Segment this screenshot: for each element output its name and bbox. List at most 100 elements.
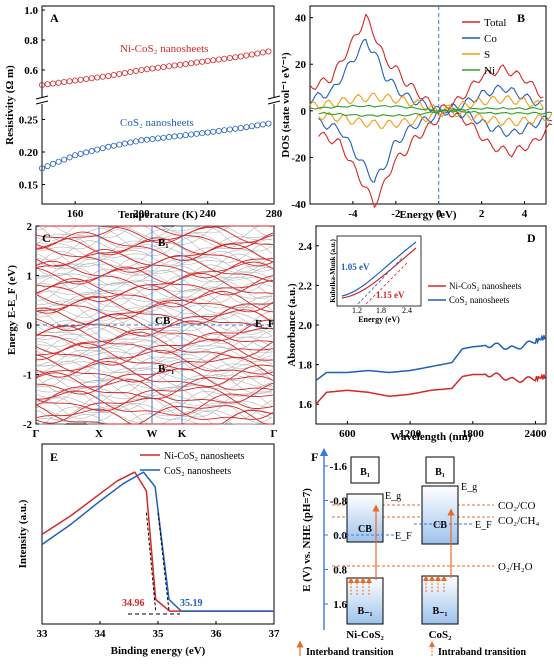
- band-line-grey: [35, 286, 273, 312]
- data-point: [55, 158, 62, 165]
- data-point: [160, 64, 167, 71]
- data-point: [99, 145, 106, 152]
- transition-legend: Interband transition Intraband transitio…: [296, 640, 527, 658]
- y-tick-label: 2.0: [298, 320, 312, 332]
- data-point: [210, 57, 217, 64]
- material-cos2: CoS₂: [429, 629, 453, 641]
- material-ni-cos2: Ni-CoS₂: [346, 629, 384, 641]
- y-tick-label: 0.20: [19, 147, 39, 159]
- data-point: [105, 143, 112, 150]
- band-label-cb: CB: [155, 315, 171, 327]
- level-co2-ch4: CO₂/CH₄: [498, 515, 539, 527]
- y-axis-label: Energy E-E_F (eV): [6, 265, 18, 355]
- band-line-grey: [35, 225, 273, 238]
- band-line-grey: [35, 384, 273, 407]
- y-tick-label: -20: [291, 152, 306, 164]
- band-line-grey: [35, 316, 273, 343]
- band-line-red: [35, 237, 274, 267]
- kpoint-label: Γ: [271, 428, 278, 440]
- y-tick-label: 0.8: [333, 565, 347, 577]
- y-tick-label: 1.6: [333, 599, 347, 611]
- band-cb: [346, 493, 384, 543]
- band-line-red: [35, 272, 274, 302]
- band-line-red: [35, 243, 274, 273]
- band-line-red: [35, 320, 274, 349]
- band-line-grey: [35, 234, 273, 259]
- inset-xtick: 1.8: [376, 306, 386, 315]
- data-point: [138, 67, 145, 74]
- band-line-red: [35, 260, 274, 291]
- panel-a: A 0.6 0.8 1.0 0.15 0.20 0.25 160 200 240 280 Ni…: [4, 5, 283, 221]
- y-tick-label: 0.15: [19, 180, 39, 192]
- inset-kubelka-munk: 1.05 eV 1.15 eV 1.2 1.8 2.4 Energy (eV) …: [329, 235, 422, 324]
- legend-ni-cos2: Ni-CoS₂ nanosheets: [120, 43, 208, 55]
- data-point: [44, 81, 51, 88]
- data-point: [50, 160, 57, 167]
- x-tick-label: 240: [199, 208, 216, 220]
- x-tick-label: 1800: [462, 428, 485, 440]
- data-point: [221, 127, 228, 134]
- gap-label: E_g: [461, 482, 477, 493]
- y-tick-label: 1: [27, 271, 33, 283]
- inset-xlabel: Energy (eV): [358, 315, 400, 324]
- inset-annot-red: 1.15 eV: [376, 290, 405, 300]
- dos-line-co: [309, 39, 544, 115]
- axis-break: [35, 95, 281, 105]
- data-point: [94, 74, 101, 81]
- annot-cos2: 35.19: [180, 598, 203, 609]
- y-tick-label: 2.2: [298, 280, 312, 292]
- x-axis-label: Binding energy (eV): [111, 645, 206, 657]
- x-axis-label: Wavelength (nm): [391, 431, 472, 443]
- y-tick-label: 0: [301, 106, 307, 118]
- x-tick-label: 160: [67, 208, 84, 220]
- vb-spectrum-cos2: [41, 471, 274, 612]
- data-point: [72, 77, 79, 84]
- data-point: [237, 53, 244, 60]
- band-line-grey: [35, 229, 273, 256]
- data-point: [99, 73, 106, 80]
- x-tick-label: -4: [348, 208, 358, 220]
- band-line-red: [36, 368, 274, 395]
- data-point: [232, 54, 239, 61]
- legend-ni-cos2: Ni-CoS₂ nanosheets: [164, 451, 245, 462]
- legend-cos2: CoS₂ nanosheets: [120, 117, 194, 129]
- band-line-red: [35, 325, 274, 354]
- band-b-1-label: B₋₁: [433, 606, 448, 617]
- x-tick-label: -2: [391, 208, 401, 220]
- panel-e-label: E: [50, 450, 58, 464]
- data-point: [237, 124, 244, 131]
- y-axis-label: Resistivity (Ω m): [4, 65, 16, 145]
- data-point: [182, 61, 189, 68]
- level-co2-co: CO₂/CO: [498, 500, 536, 512]
- x-tick-label: 200: [133, 208, 150, 220]
- data-point: [94, 146, 101, 153]
- kpoint-label: K: [178, 428, 187, 440]
- band-line-grey: [35, 299, 273, 325]
- x-tick-label: 1200: [399, 428, 422, 440]
- legend-total: Total: [484, 17, 506, 29]
- legend: Ni-CoS₂ nanosheets CoS₂ nanosheets: [140, 451, 245, 477]
- data-point: [77, 150, 84, 157]
- data-point: [132, 68, 139, 75]
- band-b1: [350, 456, 380, 484]
- data-point: [199, 58, 206, 65]
- y-tick-label: -40: [291, 199, 306, 211]
- data-point: [121, 140, 128, 147]
- data-point: [121, 70, 128, 77]
- inset-xtick: 1.2: [352, 306, 362, 315]
- band-line-grey: [35, 330, 273, 357]
- data-point: [55, 79, 62, 86]
- data-point: [221, 55, 228, 62]
- y-tick-label: 40: [295, 13, 307, 25]
- panel-f: F -1.6 -0.8 0.0 0.8 1.6 E (V) vs. NHE (pH=7)…: [296, 447, 539, 658]
- data-point: [88, 148, 95, 155]
- panel-d-label: D: [527, 231, 536, 245]
- panel-d: D 600 1200 1800 2400 1.6 1.8 2.0 2.2 2.4 1.05 eV…: [286, 225, 547, 443]
- band-line-red: [35, 231, 274, 262]
- data-point: [154, 64, 161, 71]
- band-line-red: [35, 379, 274, 406]
- band-b1-label: B₁: [435, 467, 445, 478]
- data-point: [215, 56, 222, 63]
